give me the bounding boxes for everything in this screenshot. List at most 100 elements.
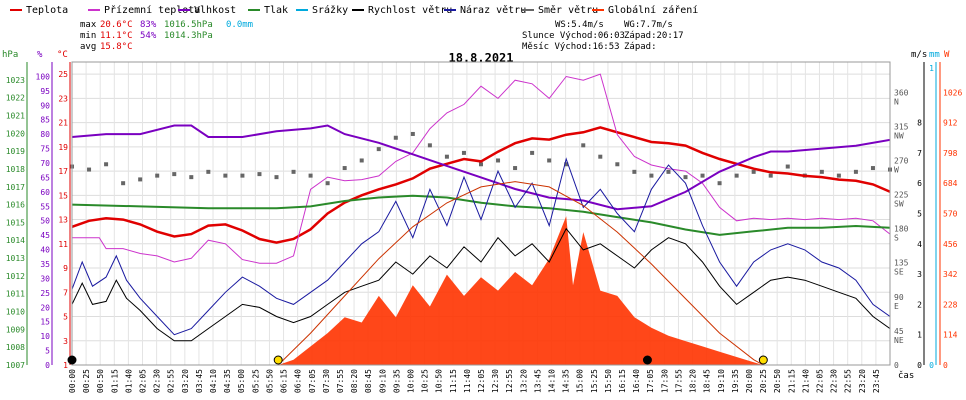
- percent-axis-tick: 70: [40, 159, 50, 168]
- w-tick: 228: [943, 300, 958, 309]
- wind-direction-point: [836, 173, 841, 178]
- x-tick-label: 15:25: [590, 369, 599, 393]
- markers-layer: [67, 355, 768, 365]
- percent-axis-tick: 95: [40, 87, 50, 96]
- celsius-axis-tick: 19: [58, 143, 68, 152]
- percent-axis-tick: 0: [45, 361, 50, 370]
- direction-tick: 90: [894, 293, 904, 302]
- mm-tick: 0: [929, 361, 934, 370]
- legend-label: Tlak: [264, 5, 288, 16]
- axis-label-hpa: hPa: [2, 50, 18, 60]
- hpa-axis-tick: 1020: [6, 129, 25, 138]
- ms-tick: 5: [917, 210, 922, 219]
- x-tick-label: 11:40: [463, 369, 472, 393]
- info-block: WS:5.4m/s WG:7.7m/s Slunce Východ:06:03 …: [522, 20, 684, 52]
- hpa-axis-tick: 1008: [6, 343, 25, 352]
- percent-axis-tick: 50: [40, 217, 50, 226]
- direction-tick-compass: SW: [894, 200, 904, 209]
- x-tick-label: 05:50: [265, 369, 274, 393]
- wind-direction-point: [138, 177, 143, 182]
- x-tick-label: 18:20: [689, 369, 698, 393]
- wind-direction-point: [274, 175, 279, 180]
- wind-direction-point: [751, 169, 756, 174]
- marker-slunce-z-pad: [758, 355, 768, 365]
- x-tick-label: 20:50: [773, 369, 782, 393]
- celsius-axis-tick: 13: [58, 216, 68, 225]
- wind-direction-point: [581, 143, 586, 148]
- series-line-tlak: [71, 194, 891, 236]
- x-tick-label: 17:05: [646, 369, 655, 393]
- wind-direction-point: [819, 169, 824, 174]
- wind-direction-point: [734, 173, 739, 178]
- wind-direction-point: [291, 169, 296, 174]
- x-tick-label: 07:30: [322, 369, 331, 393]
- stats-min-temp: 11.1°C: [100, 31, 133, 41]
- x-tick-label: 22:55: [844, 369, 853, 393]
- legend-item-vlhkost: Vlhkost: [178, 5, 236, 16]
- percent-axis-tick: 65: [40, 173, 50, 182]
- wind-direction-point: [530, 150, 535, 155]
- wind-direction-layer: [70, 131, 892, 186]
- legend-label: Rychlost větru: [368, 4, 452, 16]
- direction-tick-compass: SE: [894, 268, 904, 277]
- mm-tick: 1: [929, 64, 934, 73]
- info-moonset: Západ:: [624, 42, 657, 52]
- wind-direction-point: [376, 147, 381, 152]
- info-moon: Měsíc Východ:16:53: [522, 42, 620, 52]
- percent-axis-tick: 35: [40, 260, 50, 269]
- wind-direction-point: [427, 143, 432, 148]
- marker-m-s-c: [67, 355, 77, 365]
- x-tick-label: 22:05: [815, 369, 824, 393]
- x-tick-label: 08:45: [364, 369, 373, 393]
- stats-max-press: 1016.5hPa: [164, 20, 213, 30]
- hpa-axis-tick: 1014: [6, 236, 25, 245]
- x-tick-label: 18:45: [703, 369, 712, 393]
- series-line-vlhkost: [71, 124, 891, 211]
- x-tick-label: 10:50: [435, 369, 444, 393]
- legend-label: Vlhkost: [194, 5, 236, 16]
- wind-direction-point: [461, 150, 466, 155]
- hpa-axis-tick: 1013: [6, 254, 25, 263]
- wind-direction-point: [240, 173, 245, 178]
- ms-tick: 4: [917, 240, 922, 249]
- ms-tick: 0: [917, 361, 922, 370]
- percent-axis-tick: 55: [40, 202, 50, 211]
- percent-axis-tick: 30: [40, 274, 50, 283]
- x-tick-label: 21:40: [801, 369, 810, 393]
- w-tick: 456: [943, 240, 958, 249]
- percent-axis-tick: 75: [40, 145, 50, 154]
- wind-direction-point: [683, 175, 688, 180]
- info-wg: WG:7.7m/s: [624, 20, 673, 30]
- wind-direction-point: [257, 172, 262, 177]
- x-tick-label: 21:15: [787, 369, 796, 393]
- series-line-teoretick-z-en-: [277, 181, 764, 366]
- x-tick-label: 06:40: [294, 369, 303, 393]
- direction-tick-compass: W: [894, 165, 899, 174]
- wind-direction-point: [666, 169, 671, 174]
- percent-axis-tick: 60: [40, 188, 50, 197]
- wind-direction-point: [717, 181, 722, 186]
- stats-max-label: max: [80, 20, 97, 30]
- hpa-axis-tick: 1022: [6, 94, 25, 103]
- direction-tick: 270: [894, 156, 909, 165]
- ms-tick: 2: [917, 300, 922, 309]
- percent-axis-tick: 5: [45, 347, 50, 356]
- x-tick-label: 11:15: [449, 369, 458, 393]
- series-line-p-zemn-teplota: [72, 73, 891, 264]
- plot-frame: [71, 61, 891, 366]
- x-tick-label: 17:30: [660, 369, 669, 393]
- celsius-axis-tick: 3: [63, 337, 68, 346]
- percent-axis-tick: 40: [40, 246, 50, 255]
- direction-tick-compass: NW: [894, 131, 904, 140]
- x-tick-label: 10:00: [406, 369, 415, 393]
- wind-direction-point: [155, 173, 160, 178]
- wind-direction-point: [410, 131, 415, 136]
- hpa-axis-tick: 1010: [6, 308, 25, 317]
- x-tick-label: 07:55: [336, 369, 345, 393]
- legend-label: Přízemní teplota: [104, 4, 200, 16]
- wind-direction-point: [513, 166, 518, 171]
- ms-tick: 3: [917, 270, 922, 279]
- x-tick-label: 07:05: [308, 369, 317, 393]
- celsius-axis-tick: 7: [63, 288, 68, 297]
- hpa-axis-tick: 1012: [6, 272, 25, 281]
